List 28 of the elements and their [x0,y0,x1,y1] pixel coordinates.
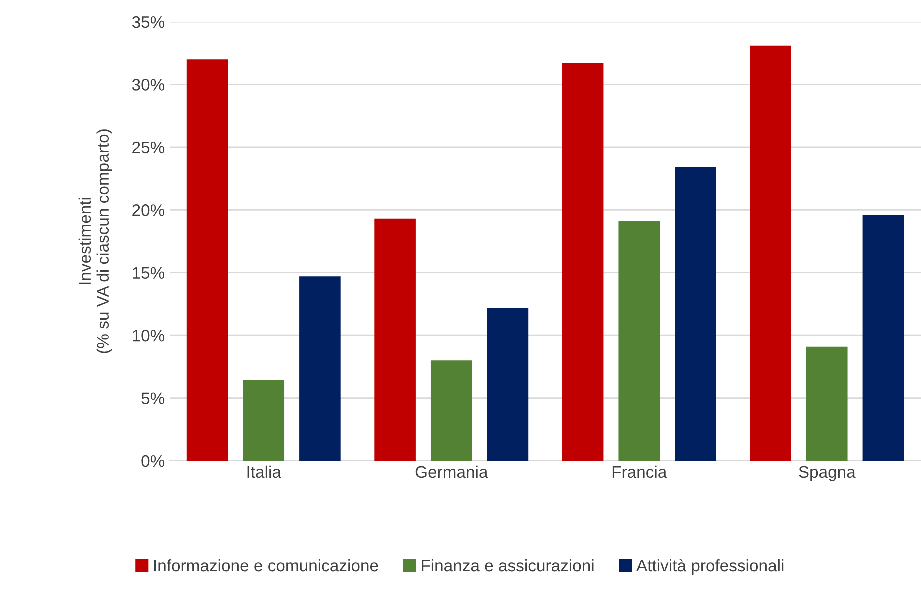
bar [675,167,716,461]
bar [618,221,660,461]
bar [300,276,341,461]
bar [806,346,848,461]
y-tick-label: 25% [132,142,165,154]
y-tick-label: 0% [142,455,165,468]
bar [243,380,285,461]
y-tick-label: 10% [133,330,165,342]
bar [862,215,904,461]
y-tick-label: 15% [133,267,165,280]
y-tick-label: 5% [142,392,165,404]
y-tick-label: 20% [132,204,165,216]
x-tick-label: Francia [612,466,668,478]
legend-label: Informazione e comunicazione [154,559,378,572]
bar [374,218,416,461]
y-tick-label: 35% [132,16,165,28]
x-tick-label: Spagna [799,466,856,482]
y-axis-title: Investimenti (% su VA di ciascun comparto) [78,130,112,354]
legend-label: Attività professionali [636,559,784,575]
x-tick-label: Germania [416,466,488,478]
y-tick-label: 30% [132,79,165,91]
bar [487,308,529,461]
x-tick-label: Italia [248,466,282,478]
bar [186,60,228,461]
bar [750,46,792,461]
bar [562,63,604,461]
bar [430,360,472,461]
legend-label: Finanza e assicurazioni [422,559,594,572]
